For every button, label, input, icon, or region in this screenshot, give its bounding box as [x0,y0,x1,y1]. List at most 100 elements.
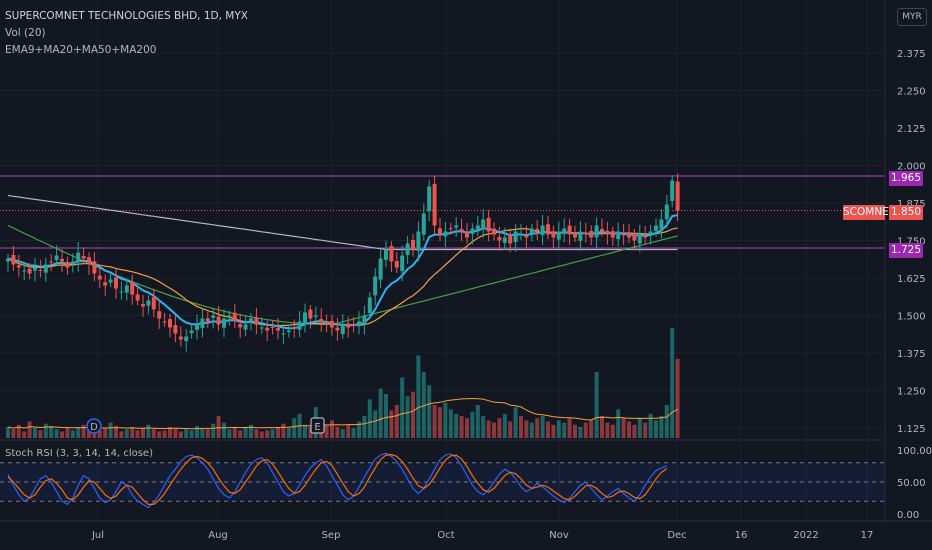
candle-body [324,322,329,325]
volume-bar [616,409,621,438]
volume-bar [16,424,21,438]
candle-body [292,327,297,329]
candle-body [373,276,378,296]
candle-body [659,219,664,230]
candle-body [70,261,75,264]
volume-bar [400,377,405,438]
volume-bar [232,427,237,438]
ma-indicator-label[interactable]: EMA9+MA20+MA50+MA200 [5,44,157,56]
candle-body [362,315,367,325]
volume-bar [475,405,480,438]
dividend-marker [86,418,102,434]
ma200-line [7,194,678,251]
candle-body [556,231,561,240]
candle-body [330,320,334,328]
candle-body [81,255,86,259]
candles [6,173,680,352]
volume-bar [76,427,81,438]
volume-bar [97,430,102,438]
volume-bar [524,420,529,438]
volume-bar [659,416,664,438]
candle-body [92,261,97,274]
volume-bar [486,420,491,438]
symbol-title[interactable]: SUPERCOMNET TECHNOLOGIES BHD, 1D, MYX [5,10,248,22]
volume-bar [157,431,162,438]
candle-body [465,231,469,238]
candle-body [205,318,210,322]
volume-bar [643,422,648,438]
candle-body [49,261,54,263]
volume-bar [357,421,361,438]
volume-bar [627,421,631,438]
candle-body [589,230,594,238]
volume-bar [38,430,43,438]
candle-body [243,324,248,330]
volume-bar [573,424,577,438]
time-axis[interactable]: Jul Aug Sep Oct Nov Dec 16 2022 17 [0,520,932,541]
candle-body [141,304,145,307]
candle-body [394,261,399,268]
candle-body [384,249,388,260]
volume-bar [648,413,653,438]
volume-indicator-label[interactable]: Vol (20) [5,27,46,39]
candle-body [573,232,577,238]
candle-body [254,317,259,325]
candle-body [16,265,21,268]
currency-button[interactable]: MYR [897,8,927,26]
candle-body [605,230,610,235]
candle-body [621,234,626,236]
volume-bar [502,413,507,438]
candle-body [367,297,372,313]
symbol-tag: SCOMNET [843,205,896,220]
price-axis-label: 1.750 [897,237,926,248]
volume-bar [362,416,367,438]
volume-bar [605,422,610,438]
stoch-rsi-pane: 100.00 50.00 0.00 [0,446,932,521]
volume-bar [135,430,140,438]
candle-body [648,231,653,235]
volume-bar [259,431,264,438]
candle-body [162,321,167,323]
candle-body [151,297,156,310]
volume-bar [367,399,372,438]
volume-bar [443,402,448,438]
candle-body [265,327,270,331]
volume-bar [151,429,156,438]
candle-body [513,231,518,243]
price-axis[interactable]: 2.375 2.250 2.125 2.000 1.875 1.750 1.625 1.500… [884,0,926,521]
candle-body [22,270,27,272]
candle-body [54,255,59,261]
candle-body [567,225,572,235]
time-axis-label: Dec [667,530,686,541]
volume-bar [394,405,399,438]
candle-body [492,228,496,235]
candle-body [475,225,480,230]
volume-bar [465,418,469,438]
candle-body [357,321,361,327]
stoch-rsi-label[interactable]: Stoch RSI (3, 3, 14, 14, close) [5,448,153,459]
volume-bar [108,422,113,438]
volume-bar [254,429,259,438]
volume-bar [243,428,248,438]
volume-bar [540,416,545,438]
candle-body [583,232,588,235]
volume-bar [22,431,27,438]
volume-bar [529,422,534,438]
volume-bar [60,431,64,438]
candle-body [97,275,102,280]
stoch-axis-label: 50.00 [897,478,926,489]
time-axis-label: 17 [861,530,874,541]
volume-bar [222,422,226,438]
candle-body [405,243,410,256]
candle-body [216,316,221,325]
candle-body [340,324,345,335]
volume-bar [178,431,183,438]
candle-body [664,204,669,220]
volume-bar [270,429,275,438]
volume-bar [470,411,475,438]
candle-body [195,324,199,330]
resistance-price-tag: 1.965 [889,171,923,186]
candle-body [346,323,351,328]
candle-body [551,231,556,238]
